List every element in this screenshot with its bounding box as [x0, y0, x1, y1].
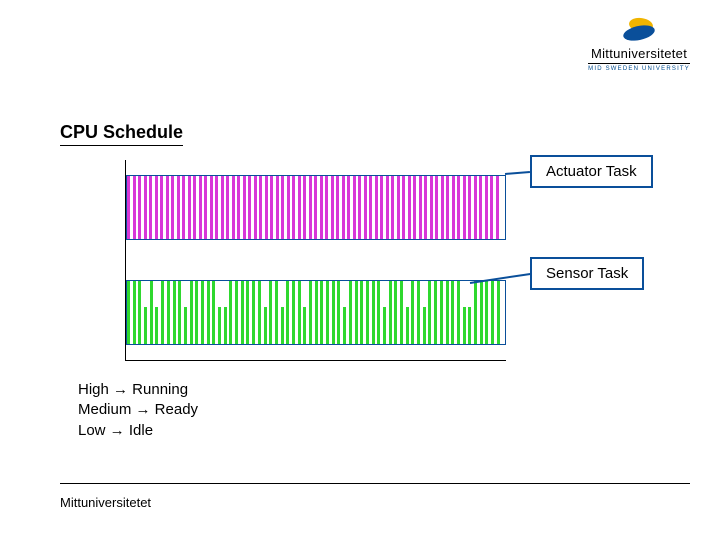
logo-subtitle: MID SWEDEN UNIVERSITY: [588, 63, 690, 72]
bars-actuator: [127, 176, 505, 239]
cpu-schedule-chart: [125, 160, 506, 361]
footer-text: Mittuniversitetet: [60, 495, 151, 510]
legend: High → Running Medium → Ready Low → Idle: [78, 380, 198, 441]
bars-sensor: [127, 281, 505, 344]
legend-line: Medium → Ready: [78, 400, 198, 420]
lane-sensor: [126, 280, 506, 345]
slide-title: CPU Schedule: [60, 122, 183, 146]
footer-divider: [60, 483, 690, 484]
university-logo: Mittuniversitetet MID SWEDEN UNIVERSITY: [588, 18, 690, 72]
legend-line: High → Running: [78, 380, 198, 400]
callout-0: Actuator Task: [530, 155, 653, 188]
logo-name: Mittuniversitetet: [588, 46, 690, 61]
lane-actuator: [126, 175, 506, 240]
callout-1: Sensor Task: [530, 257, 644, 290]
callout-line-0: [505, 171, 530, 175]
legend-line: Low → Idle: [78, 421, 198, 441]
logo-mark: [621, 18, 657, 44]
